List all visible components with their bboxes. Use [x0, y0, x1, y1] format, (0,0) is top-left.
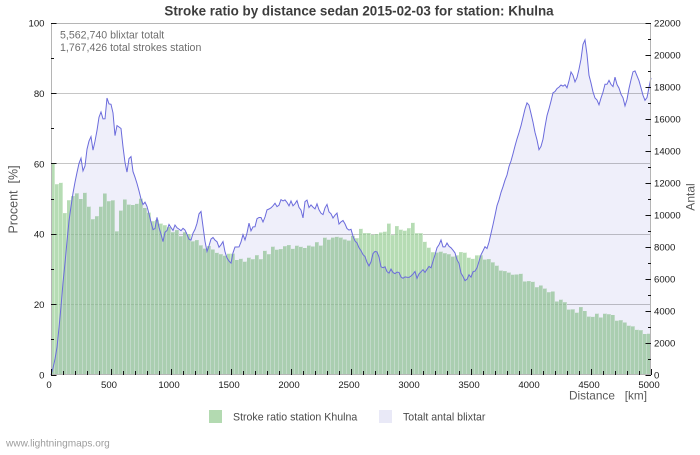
svg-text:500: 500 — [101, 380, 117, 391]
svg-text:16000: 16000 — [654, 115, 681, 126]
svg-text:1,767,426 total strokes statio: 1,767,426 total strokes station — [60, 42, 201, 54]
svg-text:2000: 2000 — [654, 339, 675, 350]
svg-text:Totalt antal blixtar: Totalt antal blixtar — [403, 411, 486, 423]
svg-text:4000: 4000 — [654, 307, 675, 318]
svg-text:80: 80 — [34, 89, 45, 100]
svg-text:12000: 12000 — [654, 179, 681, 190]
svg-text:18000: 18000 — [654, 83, 681, 94]
svg-text:3000: 3000 — [398, 380, 419, 391]
svg-text:4500: 4500 — [578, 380, 599, 391]
svg-text:0: 0 — [46, 380, 51, 391]
svg-text:100: 100 — [28, 19, 44, 30]
svg-text:40: 40 — [34, 230, 45, 241]
svg-text:3500: 3500 — [458, 380, 479, 391]
svg-text:Distance [km]: Distance [km] — [569, 389, 647, 403]
svg-text:Stroke ratio station Khulna: Stroke ratio station Khulna — [233, 411, 357, 423]
svg-text:5000: 5000 — [638, 380, 659, 391]
svg-text:5,562,740 blixtar totalt: 5,562,740 blixtar totalt — [60, 30, 164, 42]
svg-text:20000: 20000 — [654, 51, 681, 62]
svg-text:14000: 14000 — [654, 147, 681, 158]
svg-text:4000: 4000 — [518, 380, 539, 391]
svg-text:22000: 22000 — [654, 19, 681, 30]
svg-text:0: 0 — [39, 371, 44, 382]
svg-text:60: 60 — [34, 159, 45, 170]
svg-text:www.lightningmaps.org: www.lightningmaps.org — [5, 438, 110, 449]
svg-text:0: 0 — [654, 371, 659, 382]
svg-text:20: 20 — [34, 300, 45, 311]
svg-text:2000: 2000 — [278, 380, 299, 391]
svg-text:2500: 2500 — [338, 380, 359, 391]
svg-text:Procent [%]: Procent [%] — [7, 165, 21, 233]
svg-text:8000: 8000 — [654, 243, 675, 254]
svg-text:1500: 1500 — [218, 380, 239, 391]
svg-text:1000: 1000 — [158, 380, 179, 391]
svg-text:6000: 6000 — [654, 275, 675, 286]
svg-text:10000: 10000 — [654, 211, 681, 222]
svg-text:Antal: Antal — [684, 183, 698, 210]
svg-text:Stroke ratio by distance sedan: Stroke ratio by distance sedan 2015-02-0… — [164, 4, 554, 19]
